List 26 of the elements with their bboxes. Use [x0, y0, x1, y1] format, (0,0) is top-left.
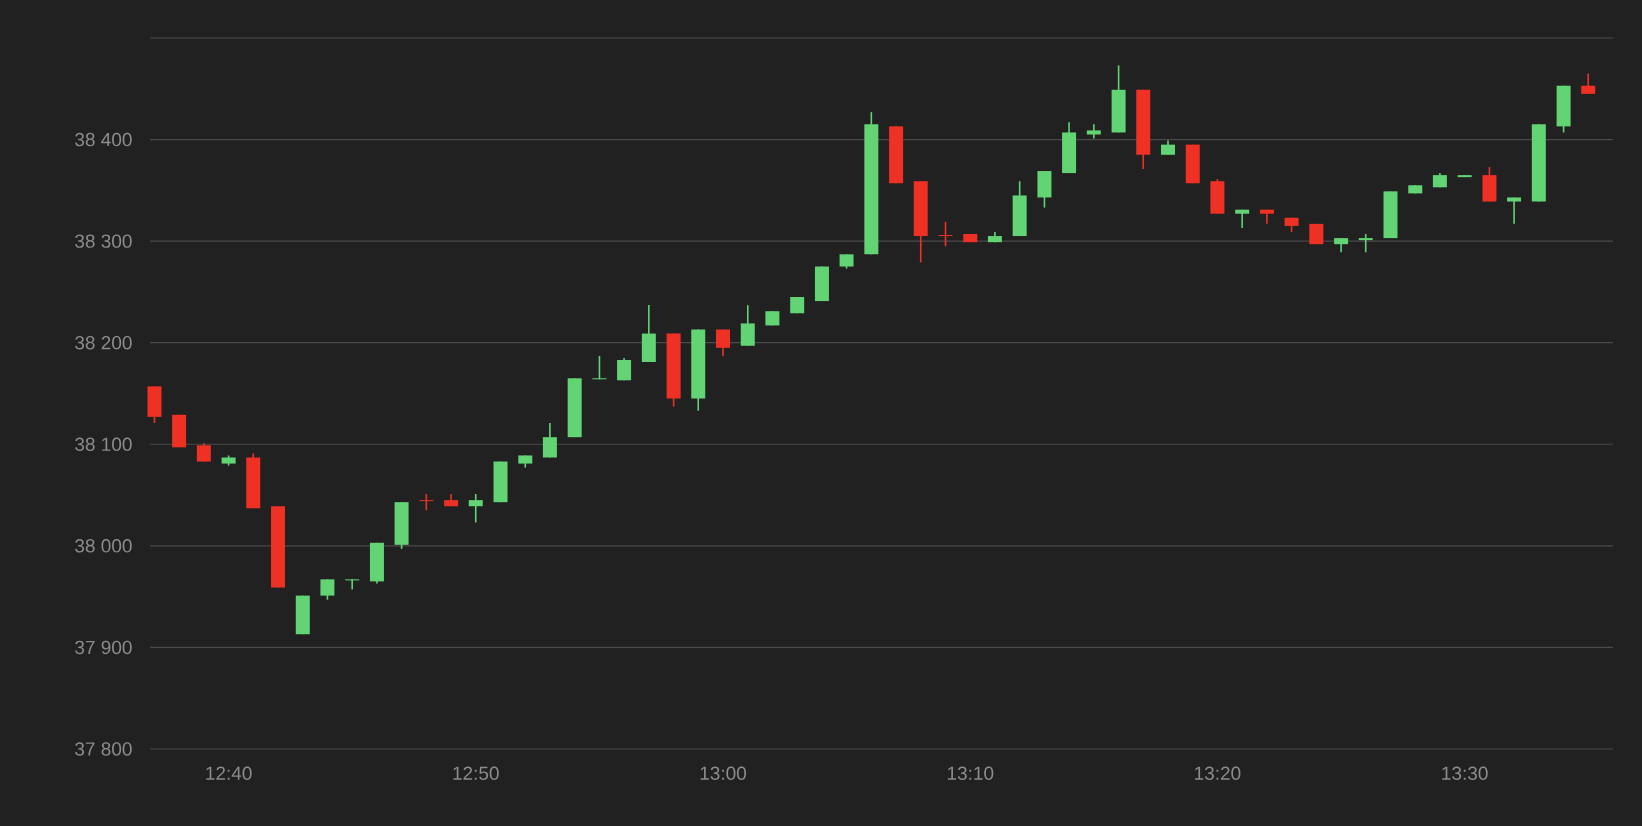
x-tick-label: 13:00: [700, 766, 747, 780]
candlestick: [345, 578, 360, 591]
x-tick-label: 13:10: [947, 766, 994, 780]
y-tick-label: 38 000: [75, 539, 132, 553]
candlestick: [592, 355, 607, 381]
x-tick-label: 13:20: [1195, 766, 1241, 780]
candlestick: [740, 304, 755, 347]
y-tick-label: 37 800: [75, 742, 132, 756]
y-tick-label: 38 400: [75, 132, 132, 147]
candlestick: [542, 422, 557, 459]
x-tick-label: 12:40: [206, 766, 252, 780]
candlestick: [196, 442, 211, 463]
y-tick-label: 38 300: [75, 234, 132, 248]
candlestick: [320, 578, 335, 601]
x-tick-label: 13:30: [1442, 766, 1488, 780]
candlestick: [1581, 72, 1596, 95]
candlestick: [1507, 196, 1522, 225]
candlestick: [1358, 233, 1373, 254]
y-tick-label: 37 900: [75, 640, 132, 655]
candlestick: [468, 493, 483, 524]
x-tick-label: 12:50: [453, 766, 499, 780]
y-tick-label: 38 100: [75, 437, 132, 451]
candlestick: [1086, 123, 1101, 140]
candlestick: [938, 221, 953, 248]
y-tick-label: 38 200: [75, 335, 132, 350]
candlestick: [716, 328, 731, 357]
